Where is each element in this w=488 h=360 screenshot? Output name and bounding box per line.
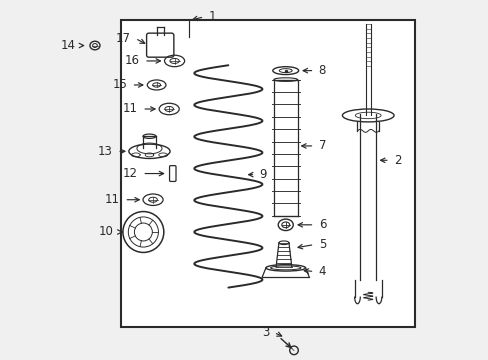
Text: 13: 13: [98, 145, 113, 158]
Text: 17: 17: [116, 32, 131, 45]
Text: 11: 11: [123, 103, 138, 116]
Text: 15: 15: [112, 78, 127, 91]
Text: 6: 6: [318, 218, 325, 231]
Text: 2: 2: [393, 154, 401, 167]
Text: 5: 5: [318, 238, 325, 251]
Text: 16: 16: [124, 54, 140, 67]
Text: 14: 14: [60, 39, 75, 52]
Text: 8: 8: [318, 64, 325, 77]
Text: 9: 9: [259, 168, 266, 181]
Text: 10: 10: [99, 225, 114, 238]
Text: 11: 11: [105, 193, 120, 206]
Text: 3: 3: [262, 326, 269, 339]
Bar: [121, 21, 414, 327]
Text: 1: 1: [208, 10, 216, 23]
Text: 12: 12: [123, 167, 138, 180]
Text: 4: 4: [318, 265, 325, 278]
Text: 7: 7: [318, 139, 325, 152]
